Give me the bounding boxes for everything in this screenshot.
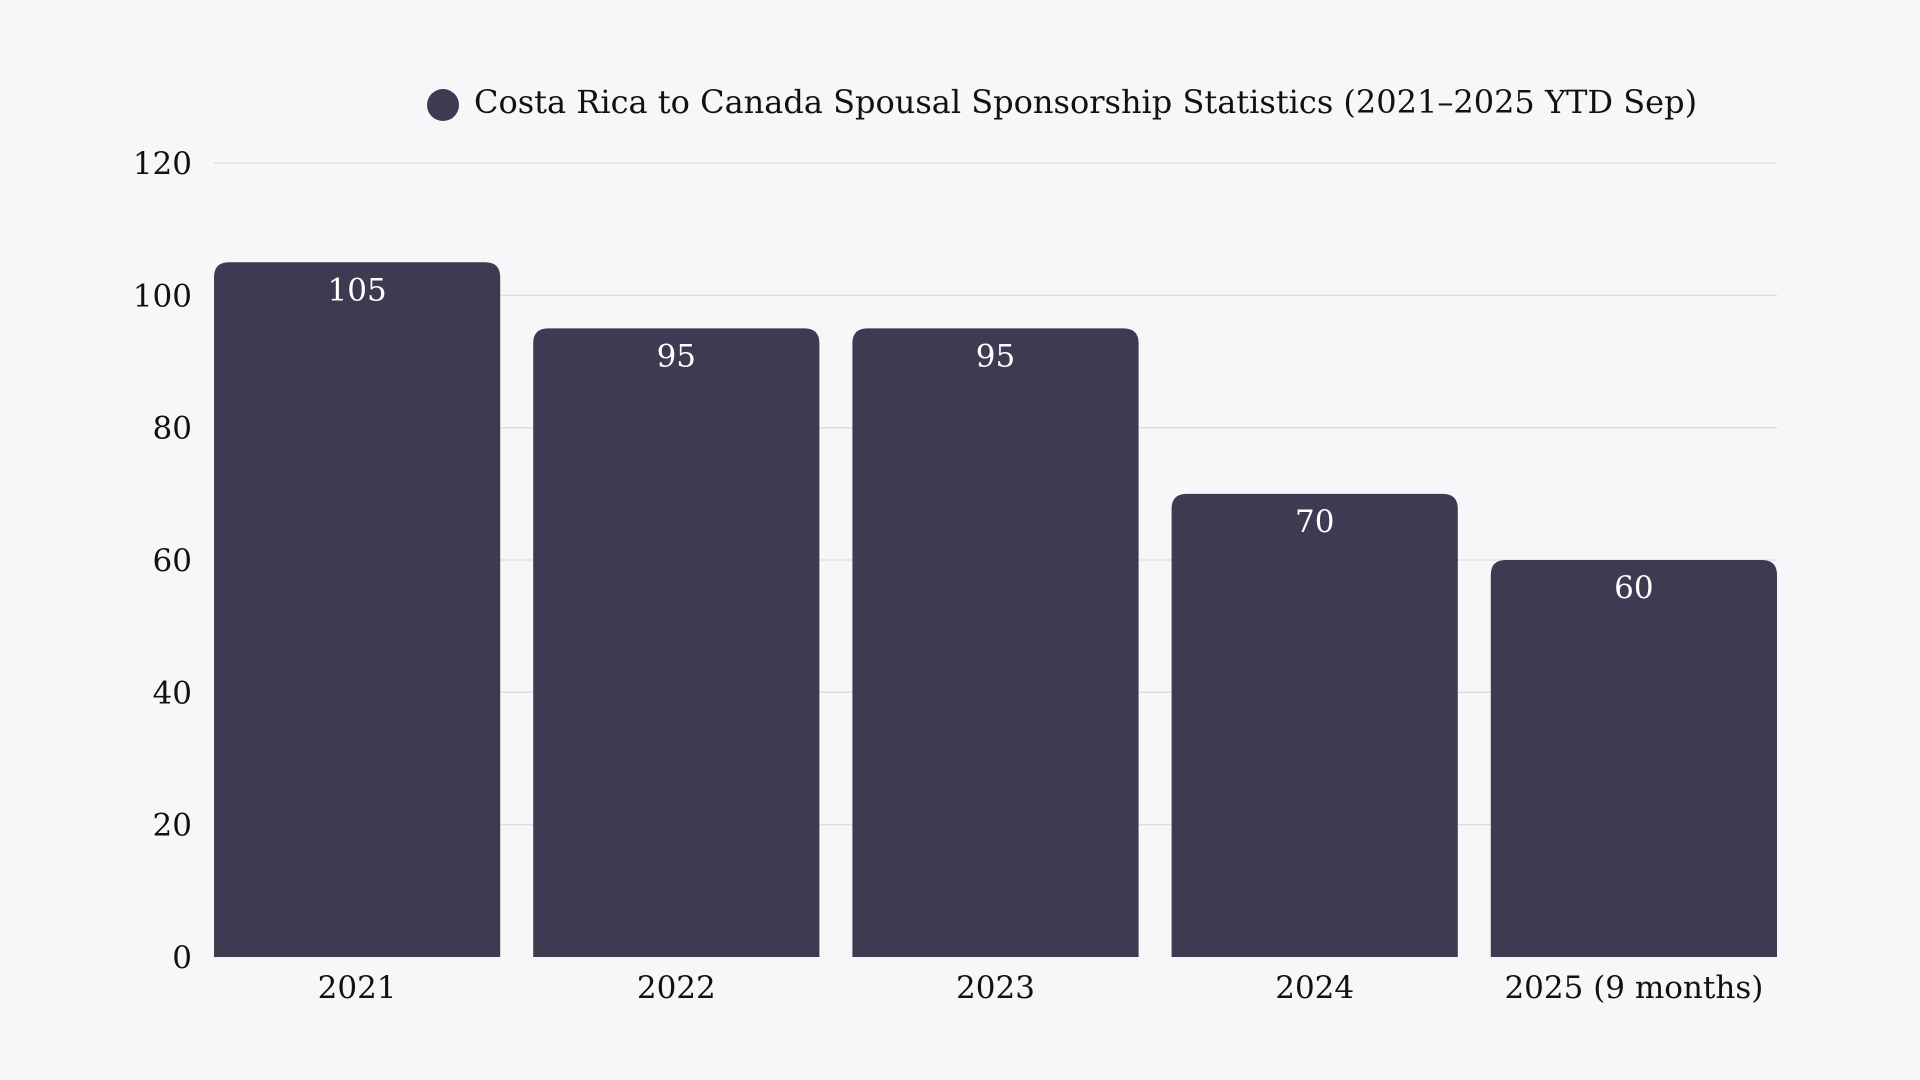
x-axis: 2021 2022 2023 2024 2025 (9 months) bbox=[318, 970, 1764, 1006]
data-label: 70 bbox=[1295, 504, 1334, 540]
x-tick-label: 2021 bbox=[318, 970, 397, 1006]
y-tick-label: 20 bbox=[153, 808, 192, 844]
legend: Costa Rica to Canada Spousal Sponsorship… bbox=[427, 83, 1697, 121]
x-tick-label: 2023 bbox=[956, 970, 1035, 1006]
data-label: 60 bbox=[1614, 570, 1653, 606]
legend-label: Costa Rica to Canada Spousal Sponsorship… bbox=[474, 83, 1697, 121]
bar bbox=[533, 328, 820, 958]
y-tick-label: 80 bbox=[153, 411, 192, 447]
x-tick-label: 2022 bbox=[637, 970, 716, 1006]
bar bbox=[214, 262, 501, 957]
x-tick-label: 2025 (9 months) bbox=[1504, 970, 1763, 1006]
data-label: 105 bbox=[328, 272, 387, 308]
data-label: 95 bbox=[657, 338, 696, 374]
y-tick-label: 40 bbox=[153, 675, 192, 711]
bar bbox=[1490, 560, 1777, 957]
y-tick-label: 120 bbox=[133, 146, 192, 182]
y-tick-label: 60 bbox=[153, 543, 192, 579]
y-tick-label: 0 bbox=[172, 940, 192, 976]
bar bbox=[852, 328, 1139, 958]
y-axis: 0 20 40 60 80 100 120 bbox=[133, 146, 192, 976]
bars: 105 95 95 70 60 bbox=[214, 262, 1777, 958]
legend-swatch bbox=[427, 89, 459, 121]
bar bbox=[1171, 493, 1458, 957]
y-tick-label: 100 bbox=[133, 278, 192, 314]
x-tick-label: 2024 bbox=[1275, 970, 1354, 1006]
data-label: 95 bbox=[976, 338, 1015, 374]
